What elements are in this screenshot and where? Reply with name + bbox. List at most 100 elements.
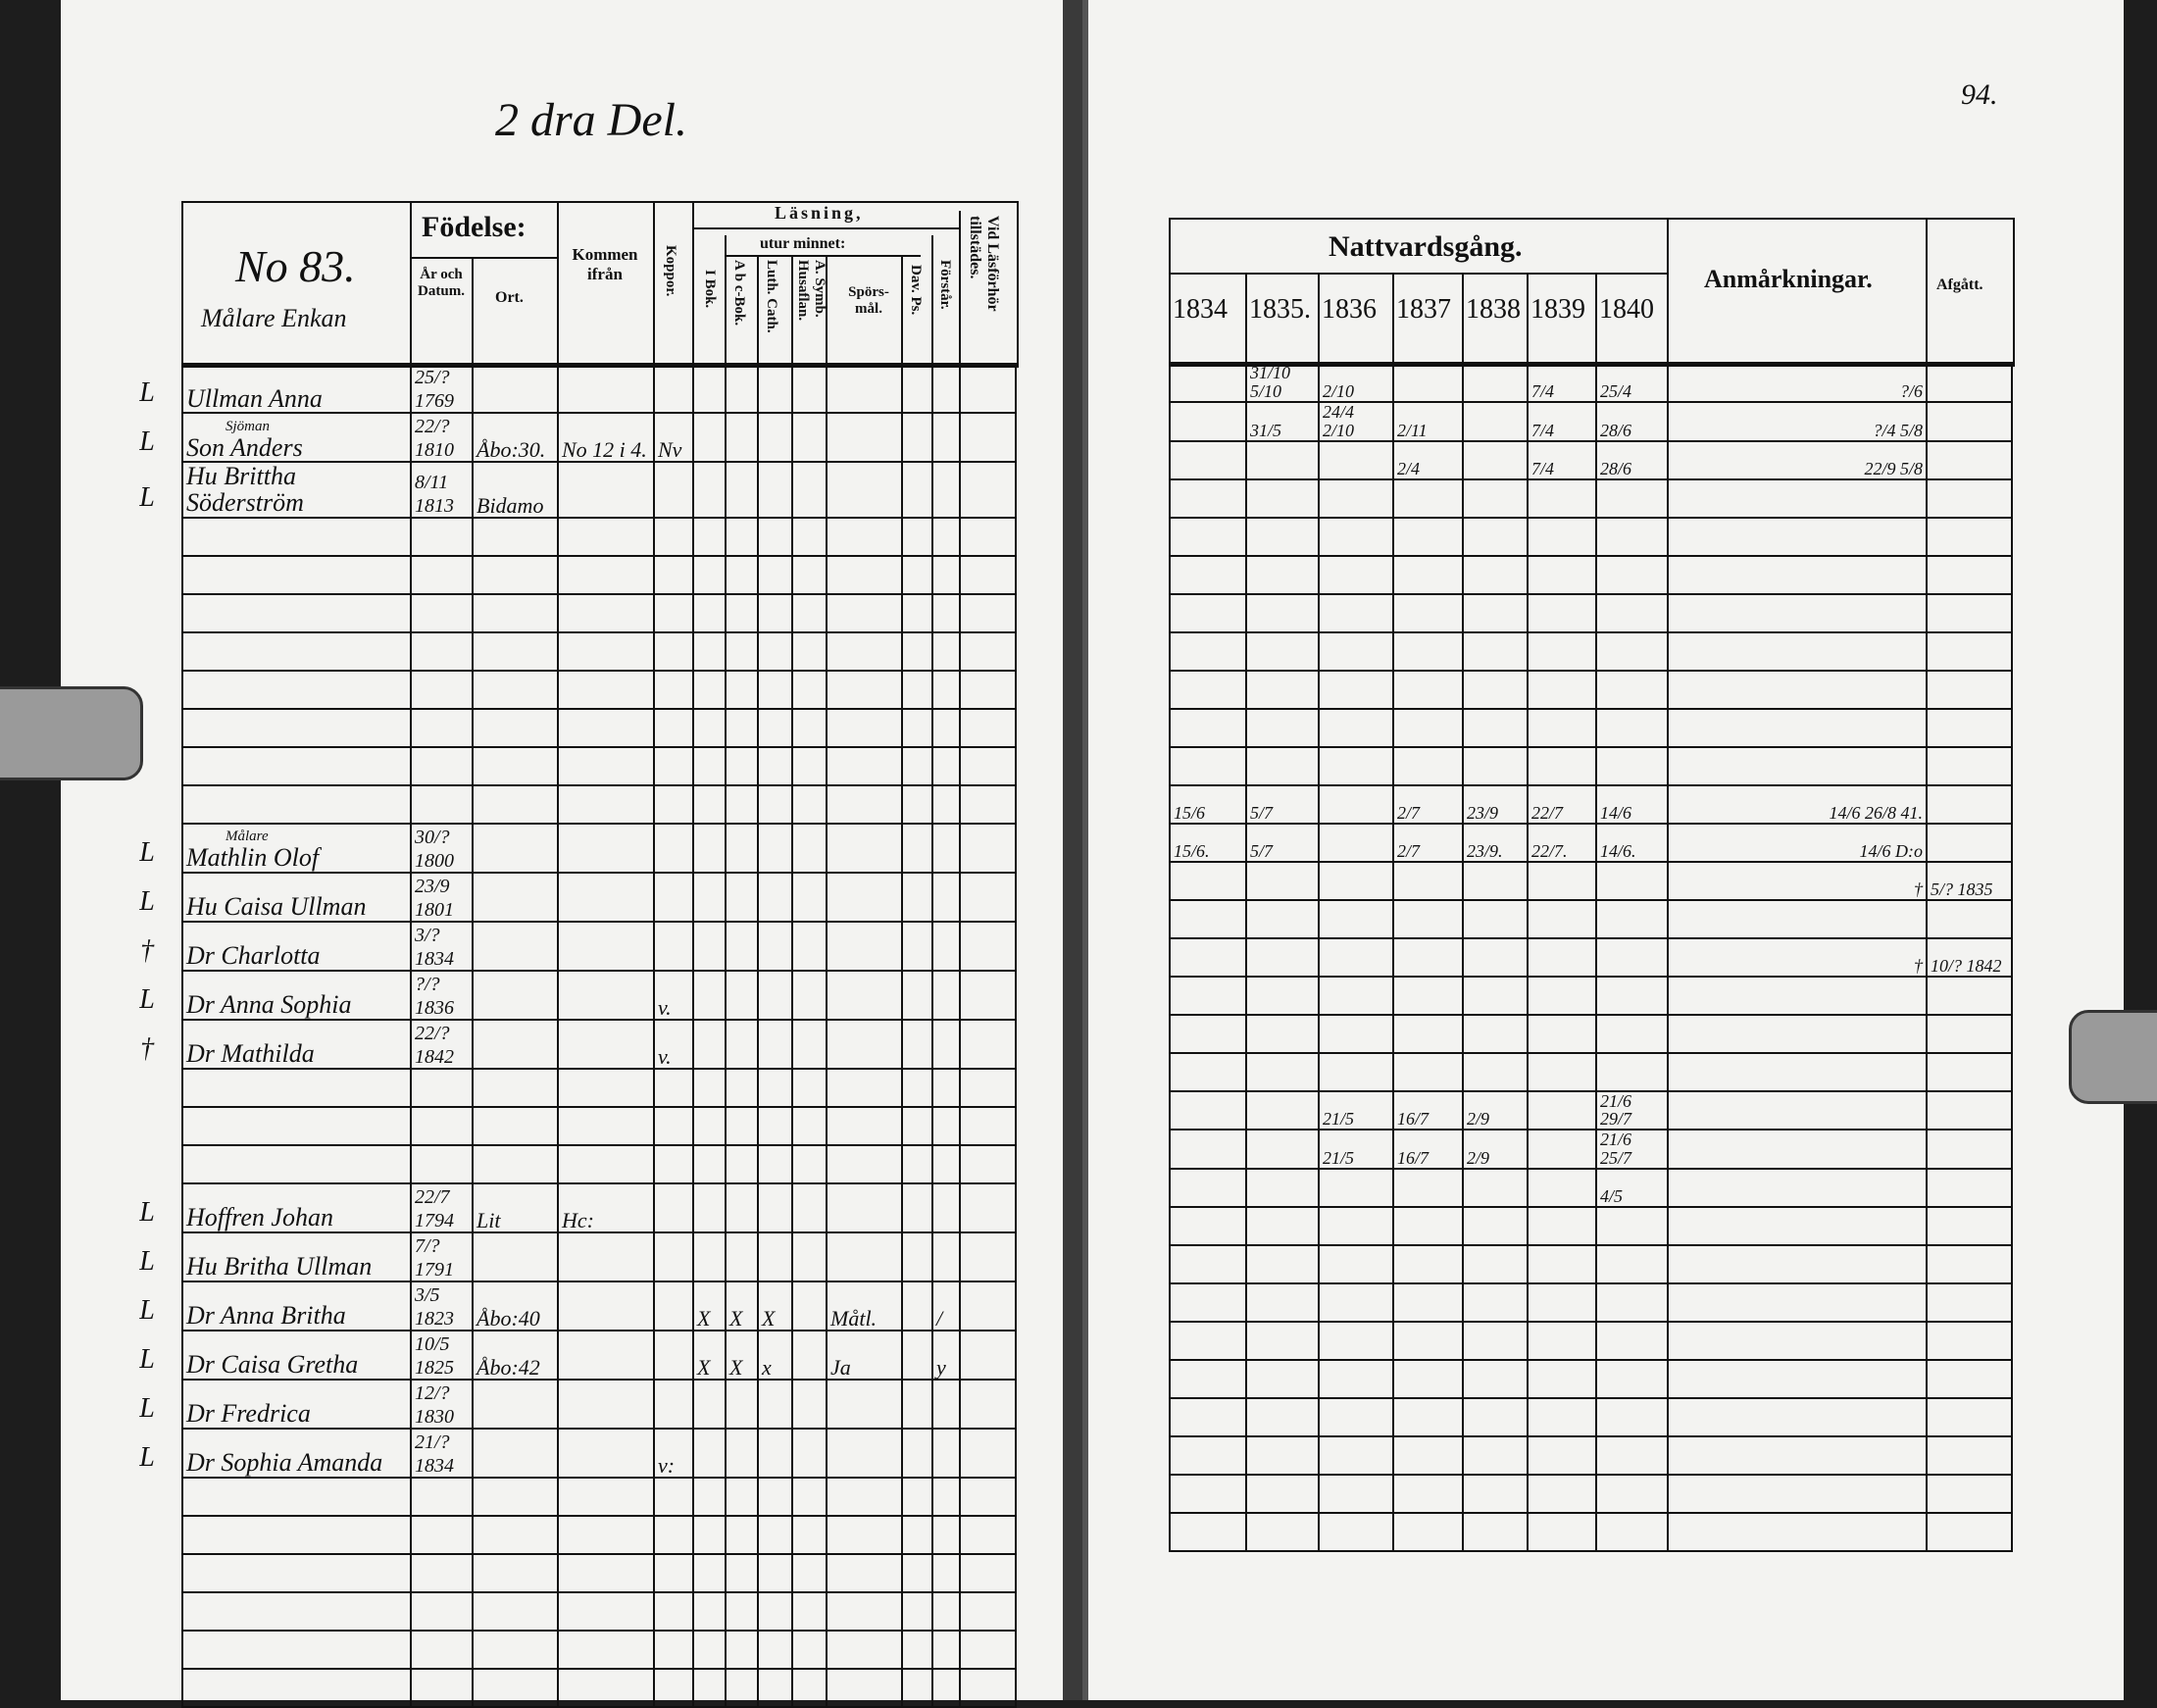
cell-kommen — [557, 1231, 655, 1282]
cell-y1837 — [1392, 592, 1464, 633]
cell-anm — [1667, 745, 1928, 786]
cell-anm — [1667, 1397, 1928, 1438]
margin-mark: † — [140, 934, 154, 966]
cell-vid — [959, 1181, 1017, 1233]
cell-born: 25/? 1769 — [410, 363, 474, 414]
cell-anm — [1667, 1435, 1928, 1477]
cell-afgatt — [1926, 1168, 2013, 1209]
cell-y1837 — [1392, 1474, 1464, 1515]
year-header: 1839 — [1530, 294, 1585, 325]
cell-y1839 — [1527, 630, 1597, 672]
cell-koppor: Nv — [653, 412, 694, 463]
cell-dav — [901, 669, 933, 710]
cell-name — [181, 1514, 412, 1555]
cell-vid — [959, 745, 1017, 786]
cell-y1838 — [1462, 1051, 1529, 1092]
cell-y1839 — [1527, 745, 1597, 786]
cell-y1835 — [1245, 439, 1320, 480]
cell-koppor — [653, 1514, 694, 1555]
margin-mark: L — [139, 1392, 155, 1424]
cell-forstar — [931, 1552, 961, 1593]
cell-y1838 — [1462, 516, 1529, 557]
table-row: Hu Brittha Söderström 8/11 1813 Bidamo — [181, 461, 1017, 519]
cell-y1836 — [1318, 1013, 1394, 1054]
entry-y1840: 28/6 — [1600, 420, 1632, 440]
entry-y1835: 31/10 5/10 — [1250, 363, 1291, 401]
cell-dav — [901, 1105, 933, 1146]
cell-symb — [791, 592, 828, 633]
cell-afgatt — [1926, 516, 2013, 557]
cell-kommen: No 12 i 4. — [557, 412, 655, 463]
cell-y1837: 16/7 — [1392, 1129, 1464, 1171]
cell-afgatt — [1926, 630, 2013, 672]
cell-y1838 — [1462, 1474, 1529, 1515]
entry-y1839: 7/4 — [1531, 420, 1555, 440]
cell-kommen — [557, 707, 655, 748]
cell-luth — [757, 920, 793, 972]
year-header: 1835. — [1249, 294, 1311, 325]
cell-ibok — [692, 822, 727, 874]
cell-abc — [725, 554, 759, 595]
cell-anm — [1667, 1089, 1928, 1131]
header-anmarkningar: Anmårkningar. — [1704, 265, 1873, 293]
cell-luth — [757, 1231, 793, 1282]
cell-born: 10/5 1825 — [410, 1329, 474, 1381]
table-row — [1169, 1435, 2013, 1477]
cell-dav — [901, 1067, 933, 1108]
cell-y1838 — [1462, 400, 1529, 442]
cell-spors — [826, 1552, 903, 1593]
cell-ibok — [692, 783, 727, 825]
cell-forstar — [931, 822, 961, 874]
entry-y1837: 2/11 — [1397, 420, 1428, 440]
cell-luth — [757, 969, 793, 1021]
entry-name: Son Anders — [186, 432, 303, 462]
cell-y1835 — [1245, 975, 1320, 1016]
cell-y1834 — [1169, 630, 1247, 672]
cell-y1840: 21/6 25/7 — [1595, 1129, 1669, 1171]
table-row — [181, 630, 1017, 672]
cell-anm — [1667, 1282, 1928, 1324]
entry-born: 7/? 1791 — [415, 1234, 454, 1281]
cell-ibok — [692, 969, 727, 1021]
cell-anm — [1667, 1321, 1928, 1362]
cell-vid — [959, 1018, 1017, 1070]
cell-y1840: 4/5 — [1595, 1168, 1669, 1209]
cell-name — [181, 1067, 412, 1108]
cell-name — [181, 1476, 412, 1517]
cell-y1836 — [1318, 1512, 1394, 1553]
cell-symb — [791, 1667, 828, 1708]
header-symb: A. Symb. Husaflan. — [795, 260, 828, 322]
page-clip — [2069, 1010, 2157, 1104]
cell-vid — [959, 516, 1017, 557]
cell-koppor — [653, 461, 694, 519]
table-row: Målare Mathlin Olof 30/? 1800 — [181, 822, 1017, 874]
cell-y1840 — [1595, 745, 1669, 786]
cell-luth — [757, 1427, 793, 1479]
cell-afgatt — [1926, 1013, 2013, 1054]
cell-koppor — [653, 1378, 694, 1430]
cell-born: 23/9 1801 — [410, 871, 474, 923]
cell-y1840 — [1595, 630, 1669, 672]
cell-dav — [901, 412, 933, 463]
cell-luth — [757, 592, 793, 633]
cell-y1838 — [1462, 630, 1529, 672]
cell-koppor: v: — [653, 1427, 694, 1479]
cell-anm: 14/6 D:o — [1667, 822, 1928, 863]
cell-y1835 — [1245, 1129, 1320, 1171]
cell-koppor — [653, 783, 694, 825]
cell-y1836 — [1318, 1244, 1394, 1285]
entry-y1835: 5/7 — [1250, 802, 1274, 823]
cell-forstar — [931, 1514, 961, 1555]
cell-ort — [472, 745, 559, 786]
cell-y1834 — [1169, 1244, 1247, 1285]
table-row — [181, 1067, 1017, 1108]
cell-y1839 — [1527, 1512, 1597, 1553]
cell-y1838 — [1462, 439, 1529, 480]
cell-y1834 — [1169, 1206, 1247, 1247]
cell-y1834 — [1169, 669, 1247, 710]
cell-ort — [472, 1018, 559, 1070]
margin-mark: L — [139, 1245, 155, 1277]
cell-afgatt: 5/? 1835 — [1926, 860, 2013, 901]
cell-y1837 — [1392, 1051, 1464, 1092]
cell-forstar — [931, 1143, 961, 1184]
